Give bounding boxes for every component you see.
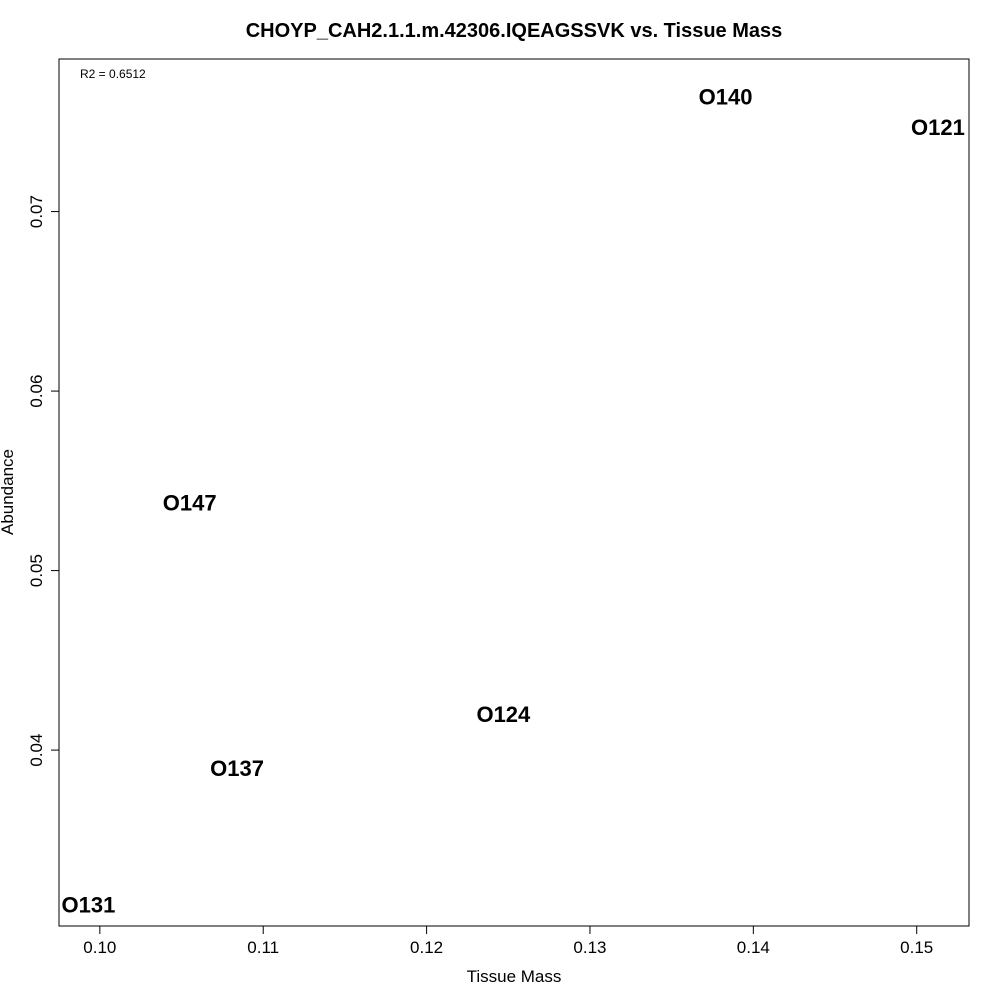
data-points: O140 O121 O147 O124 O137 O131 bbox=[61, 85, 964, 918]
y-axis: 0.04 0.05 0.06 0.07 bbox=[27, 195, 60, 767]
data-point-label: O140 bbox=[699, 85, 753, 110]
y-tick-label: 0.04 bbox=[27, 734, 46, 767]
x-tick-label: 0.13 bbox=[573, 938, 606, 957]
y-tick-label: 0.06 bbox=[27, 375, 46, 408]
data-point-label: O137 bbox=[210, 756, 264, 781]
y-tick-label: 0.05 bbox=[27, 554, 46, 587]
data-point-label: O147 bbox=[163, 490, 217, 515]
x-tick-label: 0.15 bbox=[900, 938, 933, 957]
r2-annotation: R2 = 0.6512 bbox=[80, 67, 146, 81]
x-axis: 0.10 0.11 0.12 0.13 0.14 0.15 bbox=[83, 925, 933, 957]
x-tick-label: 0.11 bbox=[247, 938, 279, 957]
data-point-label: O131 bbox=[61, 892, 115, 917]
data-point-label: O124 bbox=[476, 702, 531, 727]
chart-title: CHOYP_CAH2.1.1.m.42306.IQEAGSSVK vs. Tis… bbox=[246, 20, 783, 42]
y-tick-label: 0.07 bbox=[27, 195, 46, 228]
x-tick-label: 0.14 bbox=[737, 938, 770, 957]
y-axis-label: Abundance bbox=[0, 449, 17, 535]
data-point-label: O121 bbox=[911, 115, 965, 140]
x-axis-label: Tissue Mass bbox=[467, 967, 562, 986]
x-tick-label: 0.10 bbox=[83, 938, 116, 957]
x-tick-label: 0.12 bbox=[410, 938, 443, 957]
